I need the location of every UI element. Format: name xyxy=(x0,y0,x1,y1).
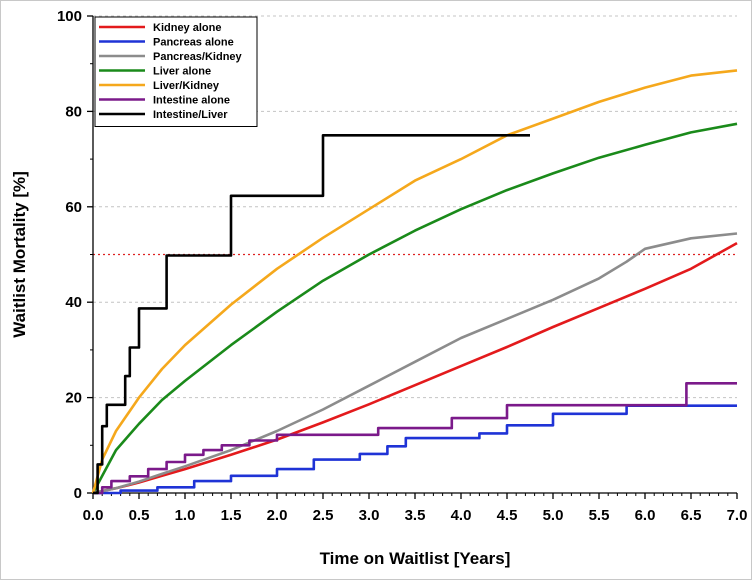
y-tick-label: 40 xyxy=(65,294,82,311)
x-tick-label: 7.0 xyxy=(727,507,748,524)
legend: Kidney alone Pancreas alone Pancreas/Kidne… xyxy=(94,16,258,127)
x-axis-label: Time on Waitlist [Years] xyxy=(320,549,511,568)
legend-label: Intestine/Liver xyxy=(153,109,228,121)
x-tick-label: 4.0 xyxy=(451,507,472,524)
x-tick-label: 1.5 xyxy=(221,507,242,524)
x-tick-label: 3.5 xyxy=(405,507,426,524)
legend-label: Kidney alone xyxy=(153,22,221,34)
y-tick-label: 20 xyxy=(65,390,82,407)
x-tick-label: 1.0 xyxy=(175,507,196,524)
x-tick-label: 6.5 xyxy=(681,507,702,524)
series-lines xyxy=(91,69,738,495)
x-tick-label: 3.0 xyxy=(359,507,380,524)
x-tick-label: 6.0 xyxy=(635,507,656,524)
x-tick-label: 0.0 xyxy=(83,507,104,524)
series-line-intestine-liver xyxy=(93,134,530,495)
x-tick-label: 0.5 xyxy=(129,507,150,524)
legend-label: Liver alone xyxy=(153,66,211,78)
x-tick-label: 5.0 xyxy=(543,507,564,524)
legend-label: Liver/Kidney xyxy=(153,80,220,92)
series-line-kidney-alone xyxy=(92,241,738,495)
axes: 0 20 40 60 80 100 0.0 0.5 1.0 1.5 2.0 2.5 3.0 3.5 4.0 4… xyxy=(57,8,747,524)
x-tick-label: 2.0 xyxy=(267,507,288,524)
grid-lines xyxy=(93,15,737,399)
series-line-liver-alone xyxy=(91,122,738,494)
y-tick-label: 0 xyxy=(74,485,82,502)
legend-label: Pancreas/Kidney xyxy=(153,51,243,63)
y-axis-label: Waitlist Mortality [%] xyxy=(10,171,29,338)
x-tick-label: 5.5 xyxy=(589,507,610,524)
series-line-intestine-alone xyxy=(93,382,737,495)
y-tick-label: 80 xyxy=(65,103,82,120)
legend-label: Intestine alone xyxy=(153,95,230,107)
series-line-pancreas-kidney xyxy=(92,232,738,495)
x-tick-label: 2.5 xyxy=(313,507,334,524)
series-line-pancreas-alone xyxy=(93,404,737,495)
series-line-liver-kidney xyxy=(91,69,738,494)
y-tick-label: 60 xyxy=(65,199,82,216)
x-tick-label: 4.5 xyxy=(497,507,518,524)
y-tick-label: 100 xyxy=(57,8,82,25)
legend-label: Pancreas alone xyxy=(153,37,234,49)
